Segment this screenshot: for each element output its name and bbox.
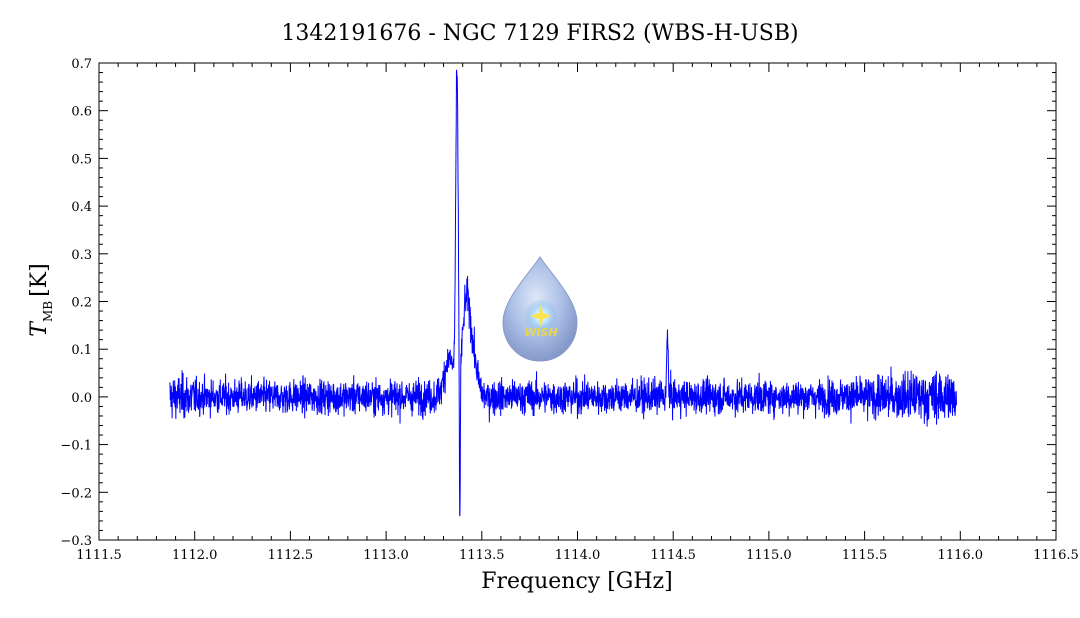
wish-logo-text: WISH <box>524 326 557 339</box>
axis-ticks <box>98 62 1057 541</box>
star-icon <box>530 304 552 328</box>
y-tick-label: 0.1 <box>71 343 92 358</box>
y-tick-label: 0.6 <box>71 105 92 120</box>
y-axis-label-sub: MB <box>41 301 55 322</box>
x-tick-label: 1113.0 <box>363 548 409 563</box>
y-tick-label: −0.1 <box>60 439 92 454</box>
y-axis-label-unit: [K] <box>27 263 52 297</box>
spectrum-series-line <box>169 69 957 517</box>
x-tick-label: 1112.5 <box>268 548 314 563</box>
y-tick-label: 0.2 <box>71 296 92 311</box>
y-tick-label: 0.5 <box>71 152 92 167</box>
x-tick-label: 1115.0 <box>746 548 792 563</box>
x-tick-label: 1116.0 <box>938 548 984 563</box>
y-tick-label: −0.2 <box>60 486 92 501</box>
y-axis-label-main: T <box>27 320 52 337</box>
wish-logo: WISH <box>502 256 578 362</box>
x-tick-label: 1111.5 <box>76 548 122 563</box>
x-tick-label: 1114.0 <box>555 548 601 563</box>
x-tick-label: 1114.5 <box>650 548 696 563</box>
y-tick-labels: 0.7 0.6 0.5 0.4 0.3 0.2 0.1 0.0 −0.1 −0.2 −0.3 <box>60 57 92 549</box>
svg-text:TMB[K]: TMB [K] <box>27 263 55 336</box>
y-tick-label: 0.0 <box>71 391 92 406</box>
y-tick-label: −0.3 <box>60 534 92 549</box>
x-tick-labels: 1111.5 1112.0 1112.5 1113.0 1113.5 1114.0 1114… <box>76 548 1079 563</box>
chart-title: 1342191676 - NGC 7129 FIRS2 (WBS-H-USB) <box>281 21 798 46</box>
y-tick-label: 0.7 <box>71 57 92 72</box>
x-tick-label: 1112.0 <box>172 548 218 563</box>
y-axis-label: TMB [K] <box>27 263 55 336</box>
x-tick-label: 1113.5 <box>459 548 505 563</box>
y-tick-label: 0.4 <box>71 200 92 215</box>
y-tick-label: 0.3 <box>71 248 92 263</box>
x-tick-label: 1116.5 <box>1033 548 1079 563</box>
x-tick-label: 1115.5 <box>842 548 888 563</box>
x-axis-label: Frequency [GHz] <box>481 569 673 594</box>
plot-frame <box>98 62 1057 541</box>
plot-area: 1111.5 1112.0 1112.5 1113.0 1113.5 1114.0 1114… <box>60 57 1078 563</box>
